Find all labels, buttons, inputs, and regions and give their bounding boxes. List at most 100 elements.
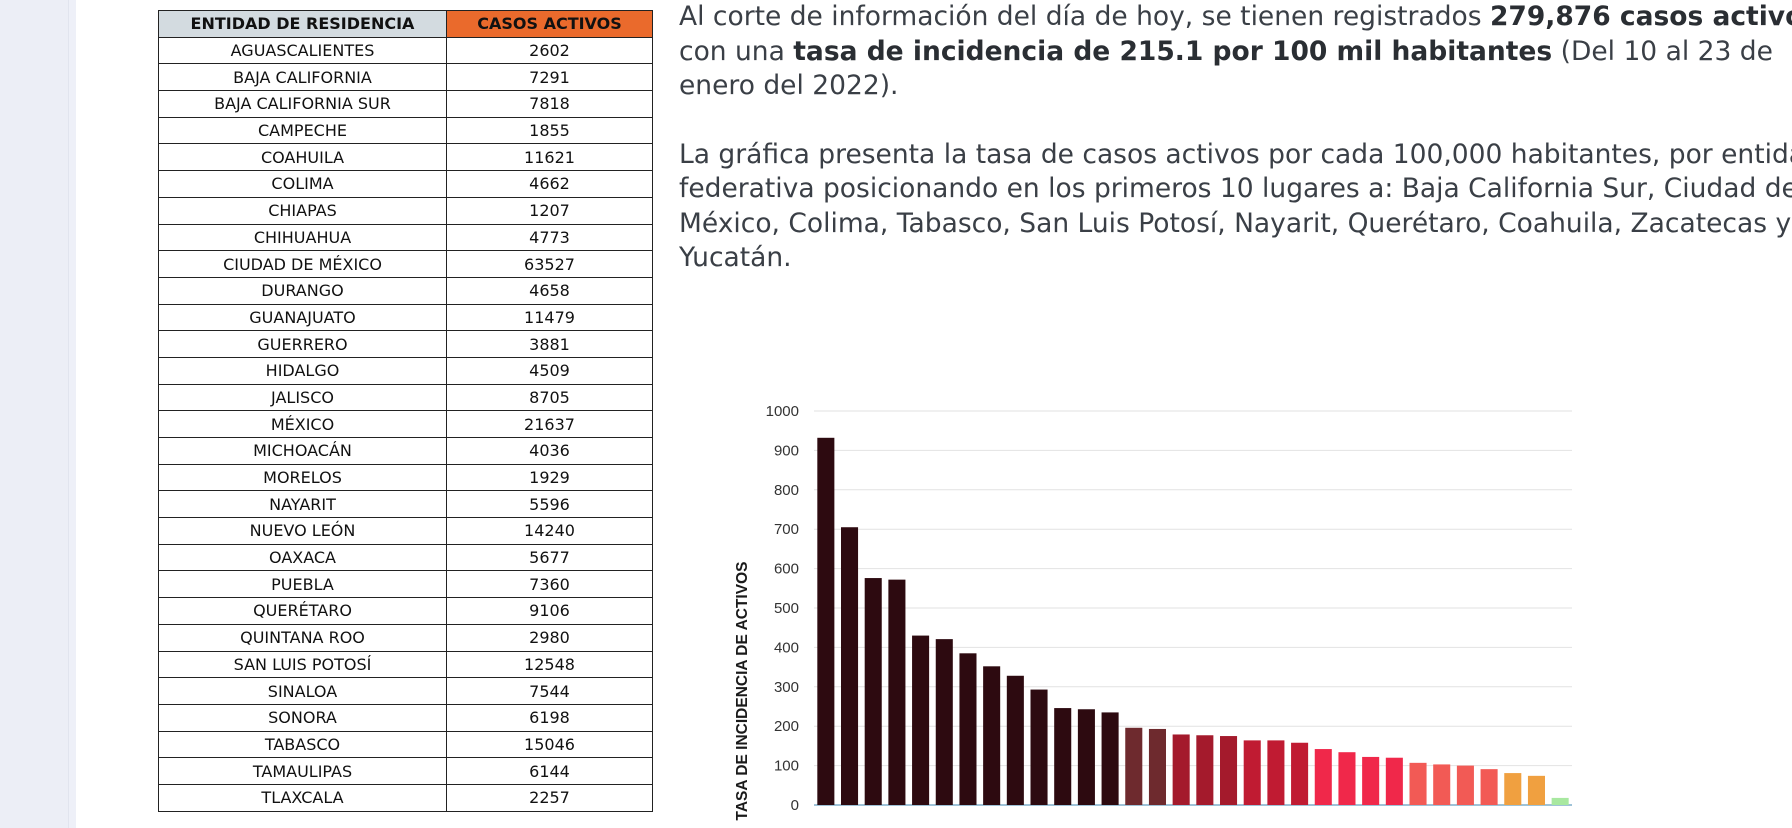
state-cell: MORELOS (158, 463, 447, 492)
state-cell: MÉXICO (158, 410, 447, 438)
active-cases-cell: 7818 (446, 90, 653, 118)
table-row: SONORA 6198 (158, 703, 653, 732)
state-cell: COAHUILA (158, 143, 447, 172)
chart-bar (1504, 773, 1522, 805)
state-cell: BAJA CALIFORNIA SUR (158, 90, 447, 118)
chart-bar (1267, 740, 1285, 805)
table-row: CIUDAD DE MÉXICO 63527 (158, 250, 653, 278)
state-cell: DURANGO (158, 276, 447, 305)
chart-bar (1409, 762, 1427, 805)
y-tick-label: 1000 (766, 403, 799, 420)
active-cases-cell: 63527 (446, 250, 653, 278)
chart-bar (841, 527, 859, 805)
y-tick-label: 0 (791, 797, 799, 814)
summary-incidence-rate: tasa de incidencia de 215.1 por 100 mil … (793, 35, 1553, 67)
active-cases-cell: 21637 (446, 410, 653, 438)
table-row: MICHOACÁN 4036 (158, 437, 653, 465)
table-row: TLAXCALA 2257 (158, 783, 653, 812)
chart-bar (888, 579, 906, 805)
y-tick-label: 100 (774, 758, 799, 775)
state-cell: CHIHUAHUA (158, 223, 447, 252)
chart-bar (1456, 765, 1474, 805)
state-cell: BAJA CALIFORNIA (158, 63, 447, 92)
left-rail (0, 0, 69, 828)
chart-bar (1551, 797, 1569, 805)
active-cases-cell: 7360 (446, 570, 653, 599)
active-cases-cell: 4662 (446, 170, 653, 198)
state-cell: SONORA (158, 703, 447, 732)
table-row: AGUASCALIENTES 2602 (158, 36, 653, 65)
table-row: OAXACA 5677 (158, 543, 653, 572)
chart-bar (1385, 757, 1403, 805)
state-cell: HIDALGO (158, 356, 447, 385)
active-cases-cell: 2257 (446, 783, 653, 812)
table-row: NAYARIT 5596 (158, 490, 653, 519)
state-cell: NUEVO LEÓN (158, 517, 447, 545)
chart-bar (1243, 740, 1261, 805)
chart-bar (1148, 728, 1166, 805)
active-cases-cell: 3881 (446, 330, 653, 358)
table-row: BAJA CALIFORNIA 7291 (158, 63, 653, 92)
table-body: AGUASCALIENTES 2602 BAJA CALIFORNIA 7291 BAJ… (158, 36, 653, 812)
chart-bar (1338, 752, 1356, 805)
table-row: COAHUILA 11621 (158, 143, 653, 172)
table-row: QUINTANA ROO 2980 (158, 623, 653, 652)
state-cell: OAXACA (158, 543, 447, 572)
active-cases-cell: 2980 (446, 623, 653, 652)
state-cell: TABASCO (158, 730, 447, 759)
summary-text-1: Al corte de información del día de hoy, … (679, 1, 1490, 32)
state-cell: TAMAULIPAS (158, 757, 447, 785)
active-cases-cell: 2602 (446, 36, 653, 65)
active-cases-cell: 14240 (446, 517, 653, 545)
state-cell: CIUDAD DE MÉXICO (158, 250, 447, 278)
chart-bars (817, 437, 1569, 805)
chart-bar (864, 578, 882, 805)
chart-bar (912, 635, 930, 805)
chart-bar (959, 653, 977, 805)
table-row: TAMAULIPAS 6144 (158, 757, 653, 785)
header-active-cases: CASOS ACTIVOS (446, 10, 653, 38)
active-cases-cell: 15046 (446, 730, 653, 759)
active-cases-cell: 4509 (446, 356, 653, 385)
y-tick-label: 500 (774, 600, 799, 617)
chart-bar (1362, 756, 1380, 805)
table-row: BAJA CALIFORNIA SUR 7818 (158, 90, 653, 118)
chart-bar (1172, 734, 1190, 805)
chart-bar (1433, 764, 1451, 805)
chart-bar (1125, 727, 1143, 805)
y-tick-label: 700 (774, 521, 799, 538)
chart-bar (817, 437, 835, 805)
table-row: NUEVO LEÓN 14240 (158, 517, 653, 545)
chart-bar (1527, 775, 1545, 805)
state-cell: COLIMA (158, 170, 447, 198)
table-row: CAMPECHE 1855 (158, 116, 653, 145)
y-tick-label: 900 (774, 442, 799, 459)
state-cell: GUANAJUATO (158, 303, 447, 332)
chart-bar (1480, 769, 1498, 805)
y-tick-label: 600 (774, 561, 799, 578)
active-cases-cell: 1929 (446, 463, 653, 492)
chart-bar (1006, 675, 1024, 805)
table-row: COLIMA 4662 (158, 170, 653, 198)
active-cases-table: ENTIDAD DE RESIDENCIA CASOS ACTIVOS AGUA… (158, 10, 653, 812)
table-row: SINALOA 7544 (158, 677, 653, 705)
table-row: MÉXICO 21637 (158, 410, 653, 438)
table-row: JALISCO 8705 (158, 383, 653, 412)
incidence-bar-chart: 0 100 200 300 400 500 600 700 800 900 1000 TASA DE… (734, 403, 1572, 820)
active-cases-cell: 5677 (446, 543, 653, 572)
table-row: CHIHUAHUA 4773 (158, 223, 653, 252)
chart-bar (1030, 689, 1048, 805)
active-cases-cell: 5596 (446, 490, 653, 519)
table-row: MORELOS 1929 (158, 463, 653, 492)
active-cases-cell: 11479 (446, 303, 653, 332)
active-cases-cell: 4773 (446, 223, 653, 252)
table-row: DURANGO 4658 (158, 276, 653, 305)
state-cell: QUERÉTARO (158, 597, 447, 625)
state-cell: QUINTANA ROO (158, 623, 447, 652)
chart-bar (1196, 735, 1214, 805)
y-tick-label: 800 (774, 482, 799, 499)
summary-text-2: con una (679, 35, 794, 67)
state-cell: AGUASCALIENTES (158, 36, 447, 65)
table-header-row: ENTIDAD DE RESIDENCIA CASOS ACTIVOS (158, 10, 653, 38)
active-cases-cell: 4658 (446, 276, 653, 305)
